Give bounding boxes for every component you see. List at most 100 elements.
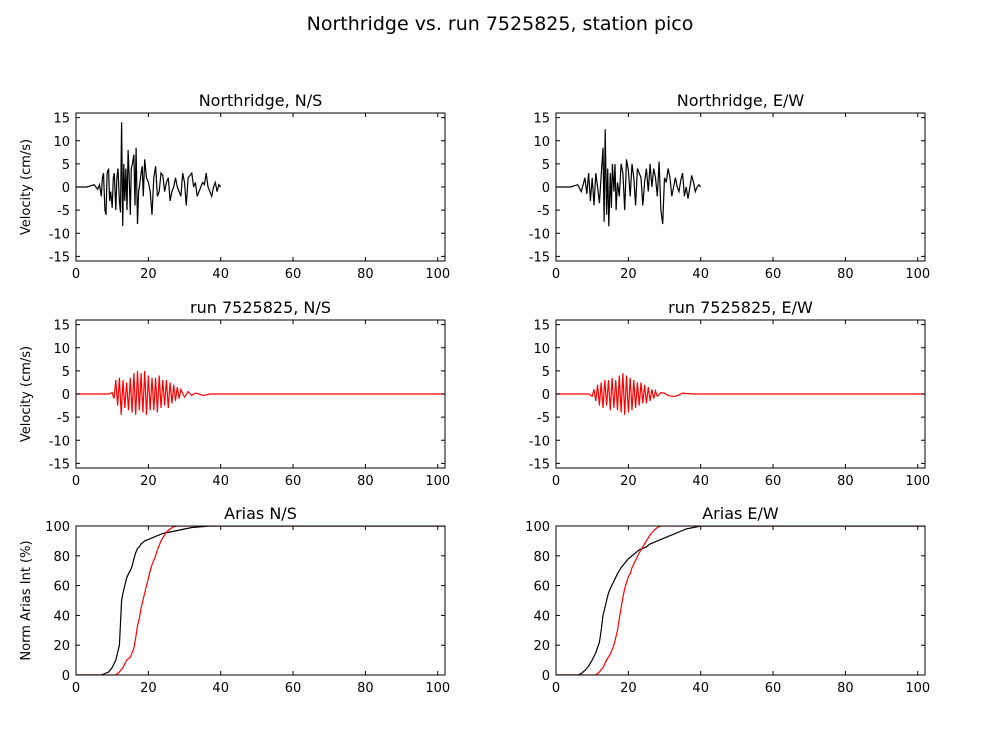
y-tick-label: 0	[62, 669, 70, 684]
y-tick-label: 0	[62, 388, 70, 403]
series-line-2	[76, 526, 445, 675]
x-tick-label: 20	[620, 267, 637, 282]
x-tick-label: 40	[692, 267, 709, 282]
x-tick-label: 60	[285, 267, 302, 282]
series-line-2	[556, 526, 925, 675]
y-tick-label: -5	[537, 204, 550, 219]
x-tick-label: 80	[837, 681, 854, 696]
series-line-1	[76, 122, 222, 227]
y-tick-label: 15	[53, 319, 70, 334]
y-tick-label: -10	[49, 227, 70, 242]
x-tick-label: 0	[72, 267, 80, 282]
y-tick-label: 5	[542, 158, 550, 173]
x-tick-label: 20	[140, 474, 157, 489]
y-tick-label: -5	[537, 411, 550, 426]
y-tick-label: 0	[542, 181, 550, 196]
y-tick-label: -15	[529, 250, 550, 265]
y-tick-label: 10	[533, 135, 550, 150]
series-line-1	[556, 526, 925, 675]
panel-title: Northridge, E/W	[677, 91, 805, 110]
y-tick-label: 0	[542, 388, 550, 403]
figure-title: Northridge vs. run 7525825, station pico	[307, 13, 694, 35]
x-tick-label: 80	[357, 267, 374, 282]
panels: Northridge, N/S0 20 40 60 80 100151050-5-10-1…	[19, 91, 930, 696]
y-tick-label: 15	[533, 319, 550, 334]
x-tick-label: 100	[905, 681, 930, 696]
panel-5: Arias N/S 0 20 40 60 80 100 100 80 60 40 20 0 Norm Ar…	[19, 504, 450, 696]
x-tick-label: 0	[72, 681, 80, 696]
panel-title: Northridge, N/S	[199, 91, 323, 110]
x-tick-label: 0	[72, 474, 80, 489]
x-tick-label: 80	[837, 267, 854, 282]
x-tick-label: 100	[905, 267, 930, 282]
panel-title: Arias N/S	[224, 504, 297, 523]
x-tick-label: 40	[692, 474, 709, 489]
y-tick-label: 100	[45, 520, 70, 535]
y-axis-label: Norm Arias Int (%)	[19, 540, 34, 660]
x-tick-label: 20	[140, 267, 157, 282]
y-tick-label: 10	[53, 135, 70, 150]
y-tick-label: 60	[533, 580, 550, 595]
y-axis-label: Velocity (cm/s)	[19, 139, 34, 235]
x-tick-label: 80	[357, 681, 374, 696]
x-tick-label: 100	[425, 681, 450, 696]
y-tick-label: -15	[49, 250, 70, 265]
x-tick-label: 80	[357, 474, 374, 489]
y-tick-label: 40	[533, 609, 550, 624]
y-tick-label: -10	[529, 434, 550, 449]
x-tick-label: 60	[765, 267, 782, 282]
y-tick-label: 80	[53, 550, 70, 565]
y-tick-label: -15	[529, 457, 550, 472]
x-tick-label: 60	[765, 681, 782, 696]
axes-frame	[75, 525, 446, 676]
panel-title: run 7525825, N/S	[190, 298, 331, 317]
x-tick-label: 0	[552, 267, 560, 282]
y-tick-label: -15	[49, 457, 70, 472]
y-tick-label: 60	[53, 580, 70, 595]
y-tick-label: 15	[53, 112, 70, 127]
x-tick-label: 60	[285, 474, 302, 489]
x-tick-label: 60	[285, 681, 302, 696]
y-tick-label: -10	[49, 434, 70, 449]
y-tick-label: 20	[533, 639, 550, 654]
x-tick-label: 60	[765, 474, 782, 489]
y-tick-label: 40	[53, 609, 70, 624]
y-tick-label: -5	[57, 411, 70, 426]
x-tick-label: 20	[140, 681, 157, 696]
y-tick-label: -5	[57, 204, 70, 219]
x-tick-label: 0	[552, 474, 560, 489]
x-tick-label: 0	[552, 681, 560, 696]
y-tick-label: 80	[533, 550, 550, 565]
y-tick-label: 10	[53, 342, 70, 357]
axes-frame	[555, 525, 926, 676]
panel-6: Arias E/W 0 20 40 60 80 100 100 80 60 40 20 0	[525, 504, 930, 696]
x-tick-label: 40	[212, 267, 229, 282]
y-tick-label: 100	[525, 520, 550, 535]
panel-3: run 7525825, N/S 0 20 40 60 80 100 15 10 5 0 -5 -10 -…	[19, 298, 450, 489]
y-tick-label: -10	[529, 227, 550, 242]
panel-2: Northridge, E/W 0 20 40 60 80 100 15 10 5 0 -5 -10 -1…	[529, 91, 930, 282]
series-line-1	[76, 370, 445, 415]
y-tick-label: 20	[53, 639, 70, 654]
y-tick-label: 5	[542, 365, 550, 380]
x-tick-label: 20	[620, 681, 637, 696]
panel-1: Northridge, N/S 0 20 40 60 80 100 15 10 5 0 -5 -10 -1…	[19, 91, 450, 282]
series-line-1	[556, 373, 925, 415]
y-tick-label: 10	[533, 342, 550, 357]
x-tick-label: 40	[692, 681, 709, 696]
panel-4: run 7525825, E/W 0 20 40 60 80 100 15 10 5 0 -5 -10 -…	[529, 298, 930, 489]
x-tick-label: 40	[212, 681, 229, 696]
series-line-1	[76, 526, 445, 675]
y-tick-label: 5	[62, 158, 70, 173]
y-axis-label: Velocity (cm/s)	[19, 346, 34, 442]
y-tick-label: 0	[542, 669, 550, 684]
y-tick-label: 0	[62, 181, 70, 196]
series-line-1	[556, 129, 702, 227]
y-tick-label: 15	[533, 112, 550, 127]
x-tick-label: 20	[620, 474, 637, 489]
x-tick-label: 100	[425, 267, 450, 282]
x-tick-label: 80	[837, 474, 854, 489]
panel-title: Arias E/W	[702, 504, 779, 523]
x-tick-label: 100	[425, 474, 450, 489]
